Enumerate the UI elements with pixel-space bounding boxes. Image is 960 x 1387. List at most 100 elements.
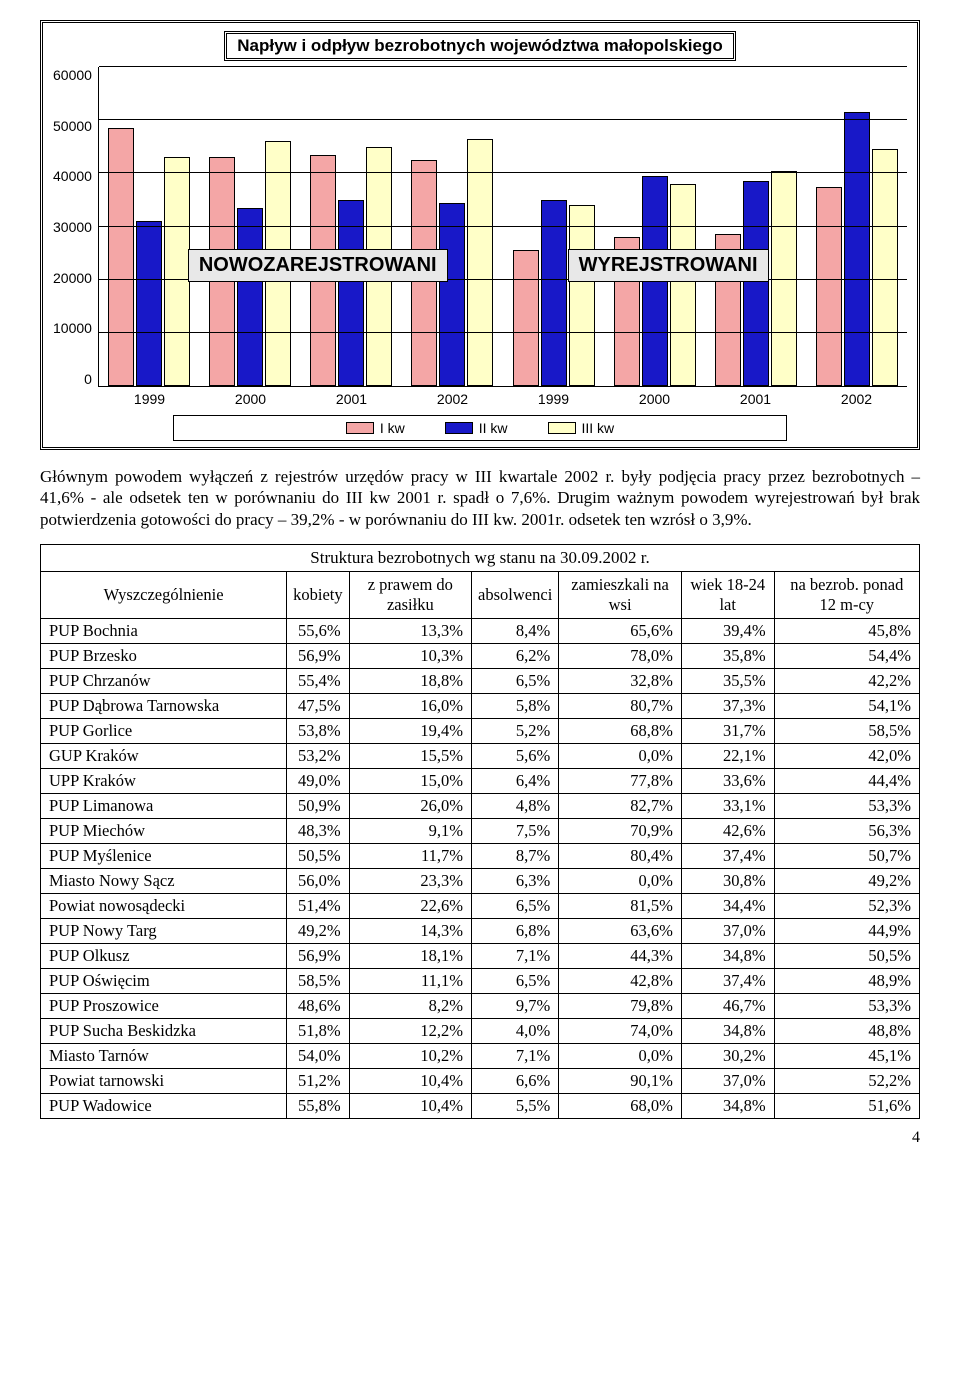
row-name: PUP Limanowa bbox=[41, 793, 287, 818]
row-name: Powiat tarnowski bbox=[41, 1068, 287, 1093]
row-value: 30,2% bbox=[681, 1043, 774, 1068]
row-value: 0,0% bbox=[559, 1043, 682, 1068]
row-value: 8,7% bbox=[472, 843, 559, 868]
gridline bbox=[99, 226, 907, 227]
table-row: PUP Oświęcim58,5%11,1%6,5%42,8%37,4%48,9… bbox=[41, 968, 920, 993]
row-value: 74,0% bbox=[559, 1018, 682, 1043]
row-value: 5,6% bbox=[472, 743, 559, 768]
page-number: 4 bbox=[40, 1129, 920, 1147]
row-name: PUP Olkusz bbox=[41, 943, 287, 968]
table-row: Miasto Tarnów54,0%10,2%7,1%0,0%30,2%45,1… bbox=[41, 1043, 920, 1068]
row-value: 16,0% bbox=[349, 693, 471, 718]
row-value: 6,8% bbox=[472, 918, 559, 943]
row-value: 48,6% bbox=[287, 993, 350, 1018]
row-value: 56,9% bbox=[287, 643, 350, 668]
row-value: 53,3% bbox=[774, 793, 919, 818]
legend-swatch bbox=[445, 422, 473, 434]
row-value: 42,0% bbox=[774, 743, 919, 768]
row-value: 42,6% bbox=[681, 818, 774, 843]
row-value: 10,2% bbox=[349, 1043, 471, 1068]
table-row: UPP Kraków49,0%15,0%6,4%77,8%33,6%44,4% bbox=[41, 768, 920, 793]
legend-label: II kw bbox=[479, 420, 508, 436]
gridline bbox=[99, 172, 907, 173]
row-value: 7,5% bbox=[472, 818, 559, 843]
table-column-header: na bezrob. ponad 12 m-cy bbox=[774, 571, 919, 618]
row-value: 6,6% bbox=[472, 1068, 559, 1093]
table-row: PUP Bochnia55,6%13,3%8,4%65,6%39,4%45,8% bbox=[41, 618, 920, 643]
row-value: 52,3% bbox=[774, 893, 919, 918]
row-value: 18,1% bbox=[349, 943, 471, 968]
row-value: 6,5% bbox=[472, 968, 559, 993]
row-value: 51,8% bbox=[287, 1018, 350, 1043]
chart-title-wrap: Napływ i odpływ bezrobotnych województwa… bbox=[53, 31, 907, 61]
bars-container bbox=[99, 67, 907, 386]
legend-swatch bbox=[346, 422, 374, 434]
row-value: 7,1% bbox=[472, 1043, 559, 1068]
row-name: PUP Oświęcim bbox=[41, 968, 287, 993]
row-value: 10,4% bbox=[349, 1093, 471, 1118]
row-value: 34,4% bbox=[681, 893, 774, 918]
row-value: 8,4% bbox=[472, 618, 559, 643]
row-name: PUP Sucha Beskidzka bbox=[41, 1018, 287, 1043]
bar bbox=[844, 112, 870, 386]
row-value: 4,0% bbox=[472, 1018, 559, 1043]
row-value: 10,4% bbox=[349, 1068, 471, 1093]
table-row: Powiat tarnowski51,2%10,4%6,6%90,1%37,0%… bbox=[41, 1068, 920, 1093]
chart-annotation: WYREJSTROWANI bbox=[568, 249, 769, 282]
row-value: 55,6% bbox=[287, 618, 350, 643]
row-value: 51,4% bbox=[287, 893, 350, 918]
legend-item: II kw bbox=[445, 420, 508, 436]
table-column-header: Wyszczególnienie bbox=[41, 571, 287, 618]
bar bbox=[569, 205, 595, 386]
row-value: 37,3% bbox=[681, 693, 774, 718]
row-value: 51,2% bbox=[287, 1068, 350, 1093]
row-value: 48,3% bbox=[287, 818, 350, 843]
row-value: 5,5% bbox=[472, 1093, 559, 1118]
row-value: 49,2% bbox=[287, 918, 350, 943]
row-name: Miasto Tarnów bbox=[41, 1043, 287, 1068]
row-value: 58,5% bbox=[774, 718, 919, 743]
row-name: PUP Myślenice bbox=[41, 843, 287, 868]
row-value: 6,3% bbox=[472, 868, 559, 893]
row-value: 77,8% bbox=[559, 768, 682, 793]
bar bbox=[439, 203, 465, 386]
x-tick-label: 2002 bbox=[806, 387, 907, 407]
row-value: 23,3% bbox=[349, 868, 471, 893]
row-value: 45,8% bbox=[774, 618, 919, 643]
row-value: 56,9% bbox=[287, 943, 350, 968]
row-value: 22,1% bbox=[681, 743, 774, 768]
table-row: PUP Nowy Targ49,2%14,3%6,8%63,6%37,0%44,… bbox=[41, 918, 920, 943]
row-value: 55,4% bbox=[287, 668, 350, 693]
gridline bbox=[99, 66, 907, 67]
table-row: PUP Wadowice55,8%10,4%5,5%68,0%34,8%51,6… bbox=[41, 1093, 920, 1118]
table-row: PUP Miechów48,3%9,1%7,5%70,9%42,6%56,3% bbox=[41, 818, 920, 843]
bar-group bbox=[604, 67, 705, 386]
row-value: 42,2% bbox=[774, 668, 919, 693]
row-value: 44,3% bbox=[559, 943, 682, 968]
x-tick-label: 1999 bbox=[99, 387, 200, 407]
row-value: 65,6% bbox=[559, 618, 682, 643]
row-value: 14,3% bbox=[349, 918, 471, 943]
x-tick-label: 1999 bbox=[503, 387, 604, 407]
row-value: 6,4% bbox=[472, 768, 559, 793]
x-tick-label: 2002 bbox=[402, 387, 503, 407]
table-body: PUP Bochnia55,6%13,3%8,4%65,6%39,4%45,8%… bbox=[41, 618, 920, 1118]
row-name: PUP Nowy Targ bbox=[41, 918, 287, 943]
row-value: 37,0% bbox=[681, 1068, 774, 1093]
row-value: 8,2% bbox=[349, 993, 471, 1018]
row-value: 80,7% bbox=[559, 693, 682, 718]
row-name: GUP Kraków bbox=[41, 743, 287, 768]
row-value: 6,5% bbox=[472, 893, 559, 918]
y-axis: 6000050000400003000020000100000 bbox=[53, 67, 98, 387]
x-axis: 19992000200120021999200020012002 bbox=[99, 387, 907, 407]
row-value: 47,5% bbox=[287, 693, 350, 718]
row-value: 6,5% bbox=[472, 668, 559, 693]
bar-group bbox=[806, 67, 907, 386]
row-value: 33,1% bbox=[681, 793, 774, 818]
gridline bbox=[99, 332, 907, 333]
row-value: 11,1% bbox=[349, 968, 471, 993]
row-value: 44,9% bbox=[774, 918, 919, 943]
row-name: PUP Gorlice bbox=[41, 718, 287, 743]
row-value: 79,8% bbox=[559, 993, 682, 1018]
chart-title: Napływ i odpływ bezrobotnych województwa… bbox=[224, 31, 736, 61]
